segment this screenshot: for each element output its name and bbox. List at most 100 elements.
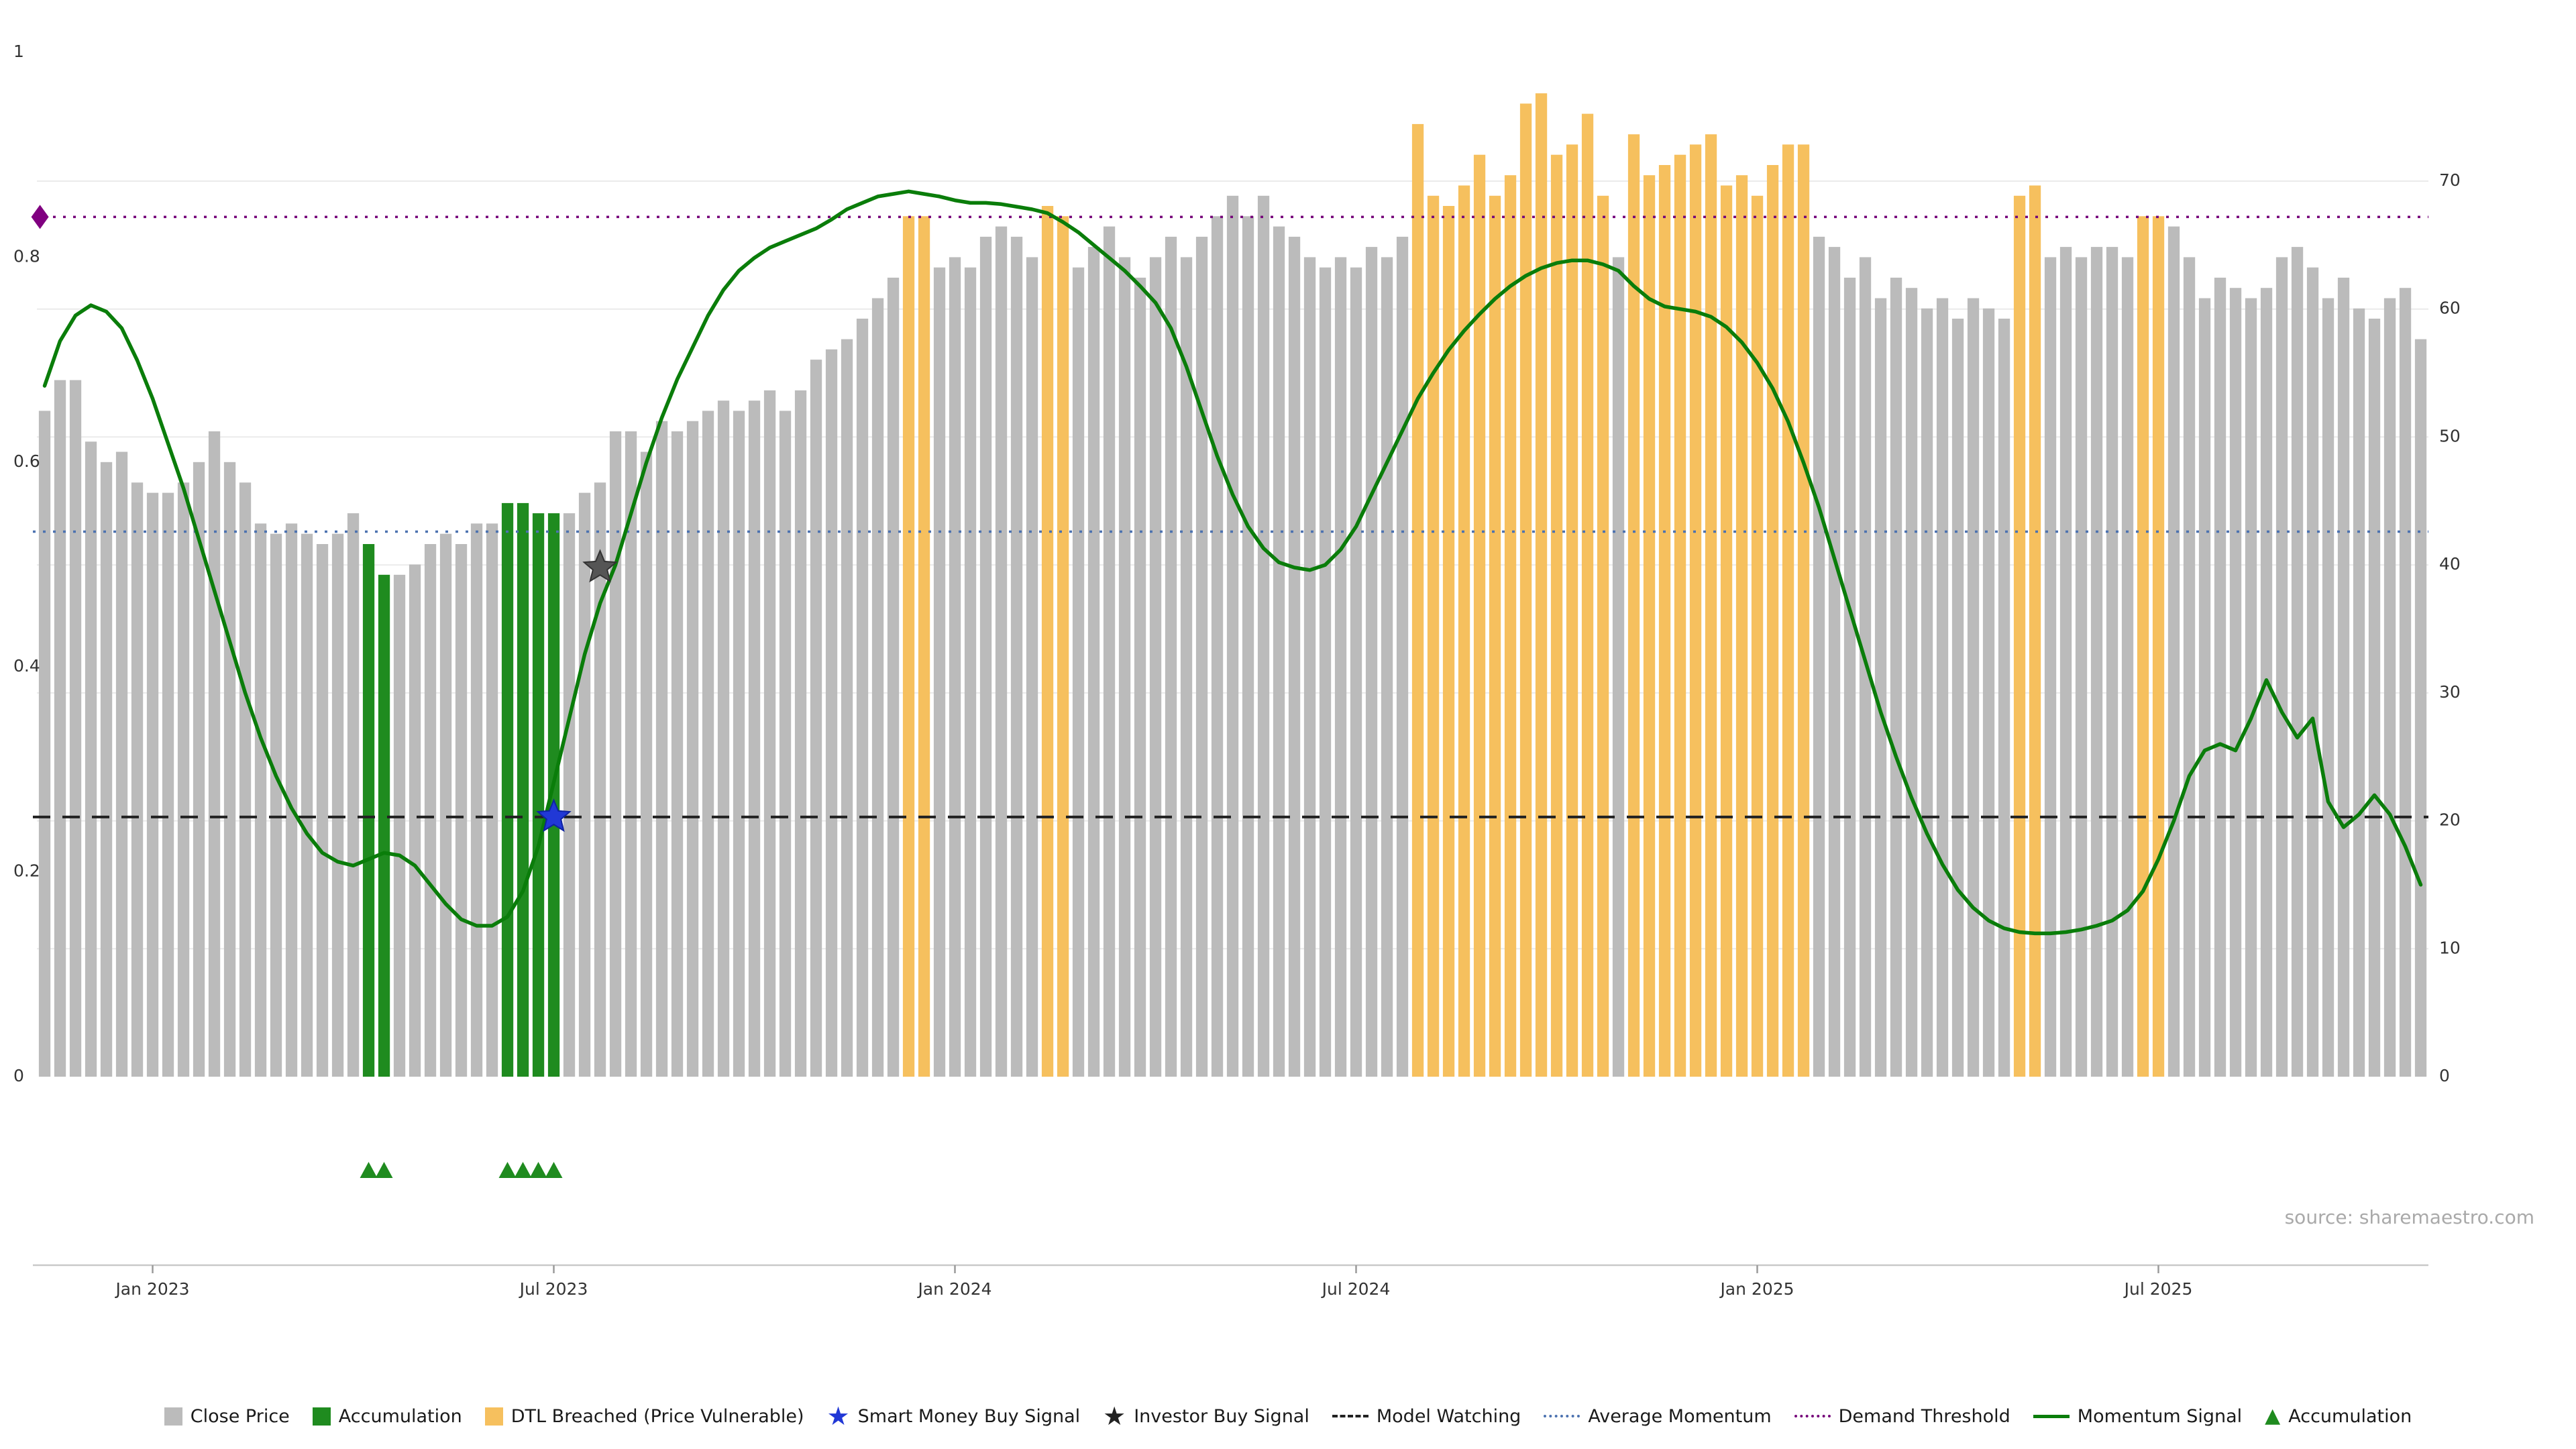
close-price-bar	[1458, 185, 1470, 1077]
close-price-bar	[1597, 195, 1609, 1077]
close-price-bar	[779, 411, 792, 1077]
close-price-bar	[995, 226, 1008, 1077]
close-price-bar	[1010, 236, 1023, 1077]
accumulation-triangle-icon	[375, 1162, 393, 1178]
close-price-bar	[1103, 226, 1116, 1077]
close-price-bar	[223, 462, 236, 1077]
close-price-bar	[609, 431, 622, 1077]
close-price-bar	[594, 482, 606, 1077]
close-price-bar	[532, 513, 545, 1077]
close-price-bar	[702, 411, 714, 1077]
close-price-bar	[1427, 195, 1440, 1077]
close-price-bar	[640, 451, 653, 1077]
close-price-bar	[470, 523, 483, 1077]
close-price-bar	[1118, 257, 1131, 1077]
close-price-bar	[1566, 144, 1578, 1077]
close-price-bar	[1257, 195, 1270, 1077]
average-momentum-line-icon	[1544, 1415, 1580, 1417]
close-price-bar	[1411, 123, 1424, 1077]
legend: Close Price Accumulation DTL Breached (Pri…	[0, 1403, 2576, 1429]
investor-buy-star	[582, 549, 618, 583]
close-price-bar	[1813, 236, 1825, 1077]
close-price-bar	[856, 319, 869, 1077]
y-axis-right-tick-label: 20	[2439, 810, 2461, 830]
y-axis-left-tick-label: 0.2	[13, 861, 40, 881]
close-price-bar	[2198, 298, 2211, 1077]
close-price-bar	[1072, 267, 1085, 1077]
close-price-bar	[979, 236, 992, 1077]
close-price-bar	[655, 421, 668, 1077]
x-axis: Jan 2023 Jul 2023 Jan 2024 Jul 2024 Jan 2025…	[33, 1264, 2428, 1299]
close-price-bar	[1581, 113, 1594, 1077]
smart-money-buy-signal-star-icon: ★	[826, 1401, 850, 1431]
close-price-bar	[1735, 175, 1748, 1077]
y-axis-right-tick-label: 30	[2439, 682, 2461, 702]
close-price-bar	[1134, 277, 1146, 1077]
legend-item-model-watching: Model Watching	[1332, 1406, 1521, 1427]
close-price-bar	[162, 492, 174, 1077]
close-price-bar	[2167, 226, 2180, 1077]
close-price-bar	[1689, 144, 1702, 1077]
legend-item-smart-money-buy-signal: ★ Smart Money Buy Signal	[827, 1403, 1081, 1429]
momentum-signal-line	[42, 189, 2423, 936]
close-price-bar	[1967, 298, 1980, 1077]
accumulation-triangle-icon	[498, 1162, 517, 1178]
close-price-bar	[285, 523, 298, 1077]
close-price-bar	[949, 257, 961, 1077]
close-price-bar	[254, 523, 267, 1077]
close-price-bar	[100, 462, 113, 1077]
close-price-bar	[2029, 185, 2041, 1077]
close-price-bar	[1473, 154, 1486, 1077]
close-price-bar	[902, 216, 915, 1077]
close-price-bar	[517, 502, 529, 1077]
y-axis-left: 0 0.2 0.4 0.6 0.8 1	[13, 42, 40, 1085]
close-price-bar	[2059, 247, 2072, 1077]
close-price-bar	[1211, 216, 1224, 1077]
accumulation-triangle-icon	[514, 1162, 532, 1178]
close-price-bar	[1998, 319, 2010, 1077]
close-price-bar	[563, 513, 576, 1077]
close-price-bar	[1627, 134, 1640, 1077]
close-price-bar	[763, 390, 776, 1077]
close-price-bar	[439, 533, 452, 1077]
close-price-bar	[748, 400, 761, 1077]
close-price-bar	[1905, 288, 1918, 1077]
close-price-bar	[1026, 257, 1038, 1077]
legend-label: Demand Threshold	[1838, 1405, 2010, 1427]
close-price-bar	[1242, 216, 1254, 1077]
close-price-bar	[1180, 257, 1193, 1077]
legend-label: Model Watching	[1376, 1405, 1521, 1427]
close-price-bar	[578, 492, 591, 1077]
close-price-bar	[501, 502, 514, 1077]
close-price-bar	[1890, 277, 1902, 1077]
demand-threshold-diamond	[31, 205, 49, 229]
close-price-bar	[717, 400, 730, 1077]
demand-threshold-line-icon	[1794, 1415, 1831, 1417]
close-price-bar	[1535, 93, 1548, 1077]
close-price-bar	[2368, 319, 2381, 1077]
source-text: source: sharemaestro.com	[2284, 1206, 2534, 1228]
close-price-bar	[239, 482, 252, 1077]
close-price-bar	[1874, 298, 1887, 1077]
close-price-bar	[2121, 257, 2134, 1077]
close-price-bar	[794, 390, 807, 1077]
legend-item-demand-threshold: Demand Threshold	[1794, 1406, 2010, 1427]
close-price-bar	[2353, 308, 2365, 1077]
close-price-bar	[1550, 154, 1563, 1077]
close-price-bar	[2399, 288, 2412, 1077]
close-price-bars	[38, 93, 2427, 1077]
y-axis-right-tick-label: 10	[2439, 938, 2461, 957]
close-price-bar	[1705, 134, 1717, 1077]
close-price-bar	[486, 523, 498, 1077]
close-price-bar	[1041, 206, 1054, 1077]
accumulation-swatch-icon	[312, 1407, 331, 1426]
momentum-signal-line-icon	[2033, 1414, 2070, 1418]
legend-label: Average Momentum	[1588, 1405, 1772, 1427]
close-price-bar	[1982, 308, 1995, 1077]
accumulation-triangle-icon	[360, 1162, 378, 1178]
close-price-bar	[1334, 257, 1347, 1077]
close-price-bar	[1195, 236, 1208, 1077]
close-price-bar	[1843, 277, 1856, 1077]
close-price-bar	[825, 349, 838, 1077]
